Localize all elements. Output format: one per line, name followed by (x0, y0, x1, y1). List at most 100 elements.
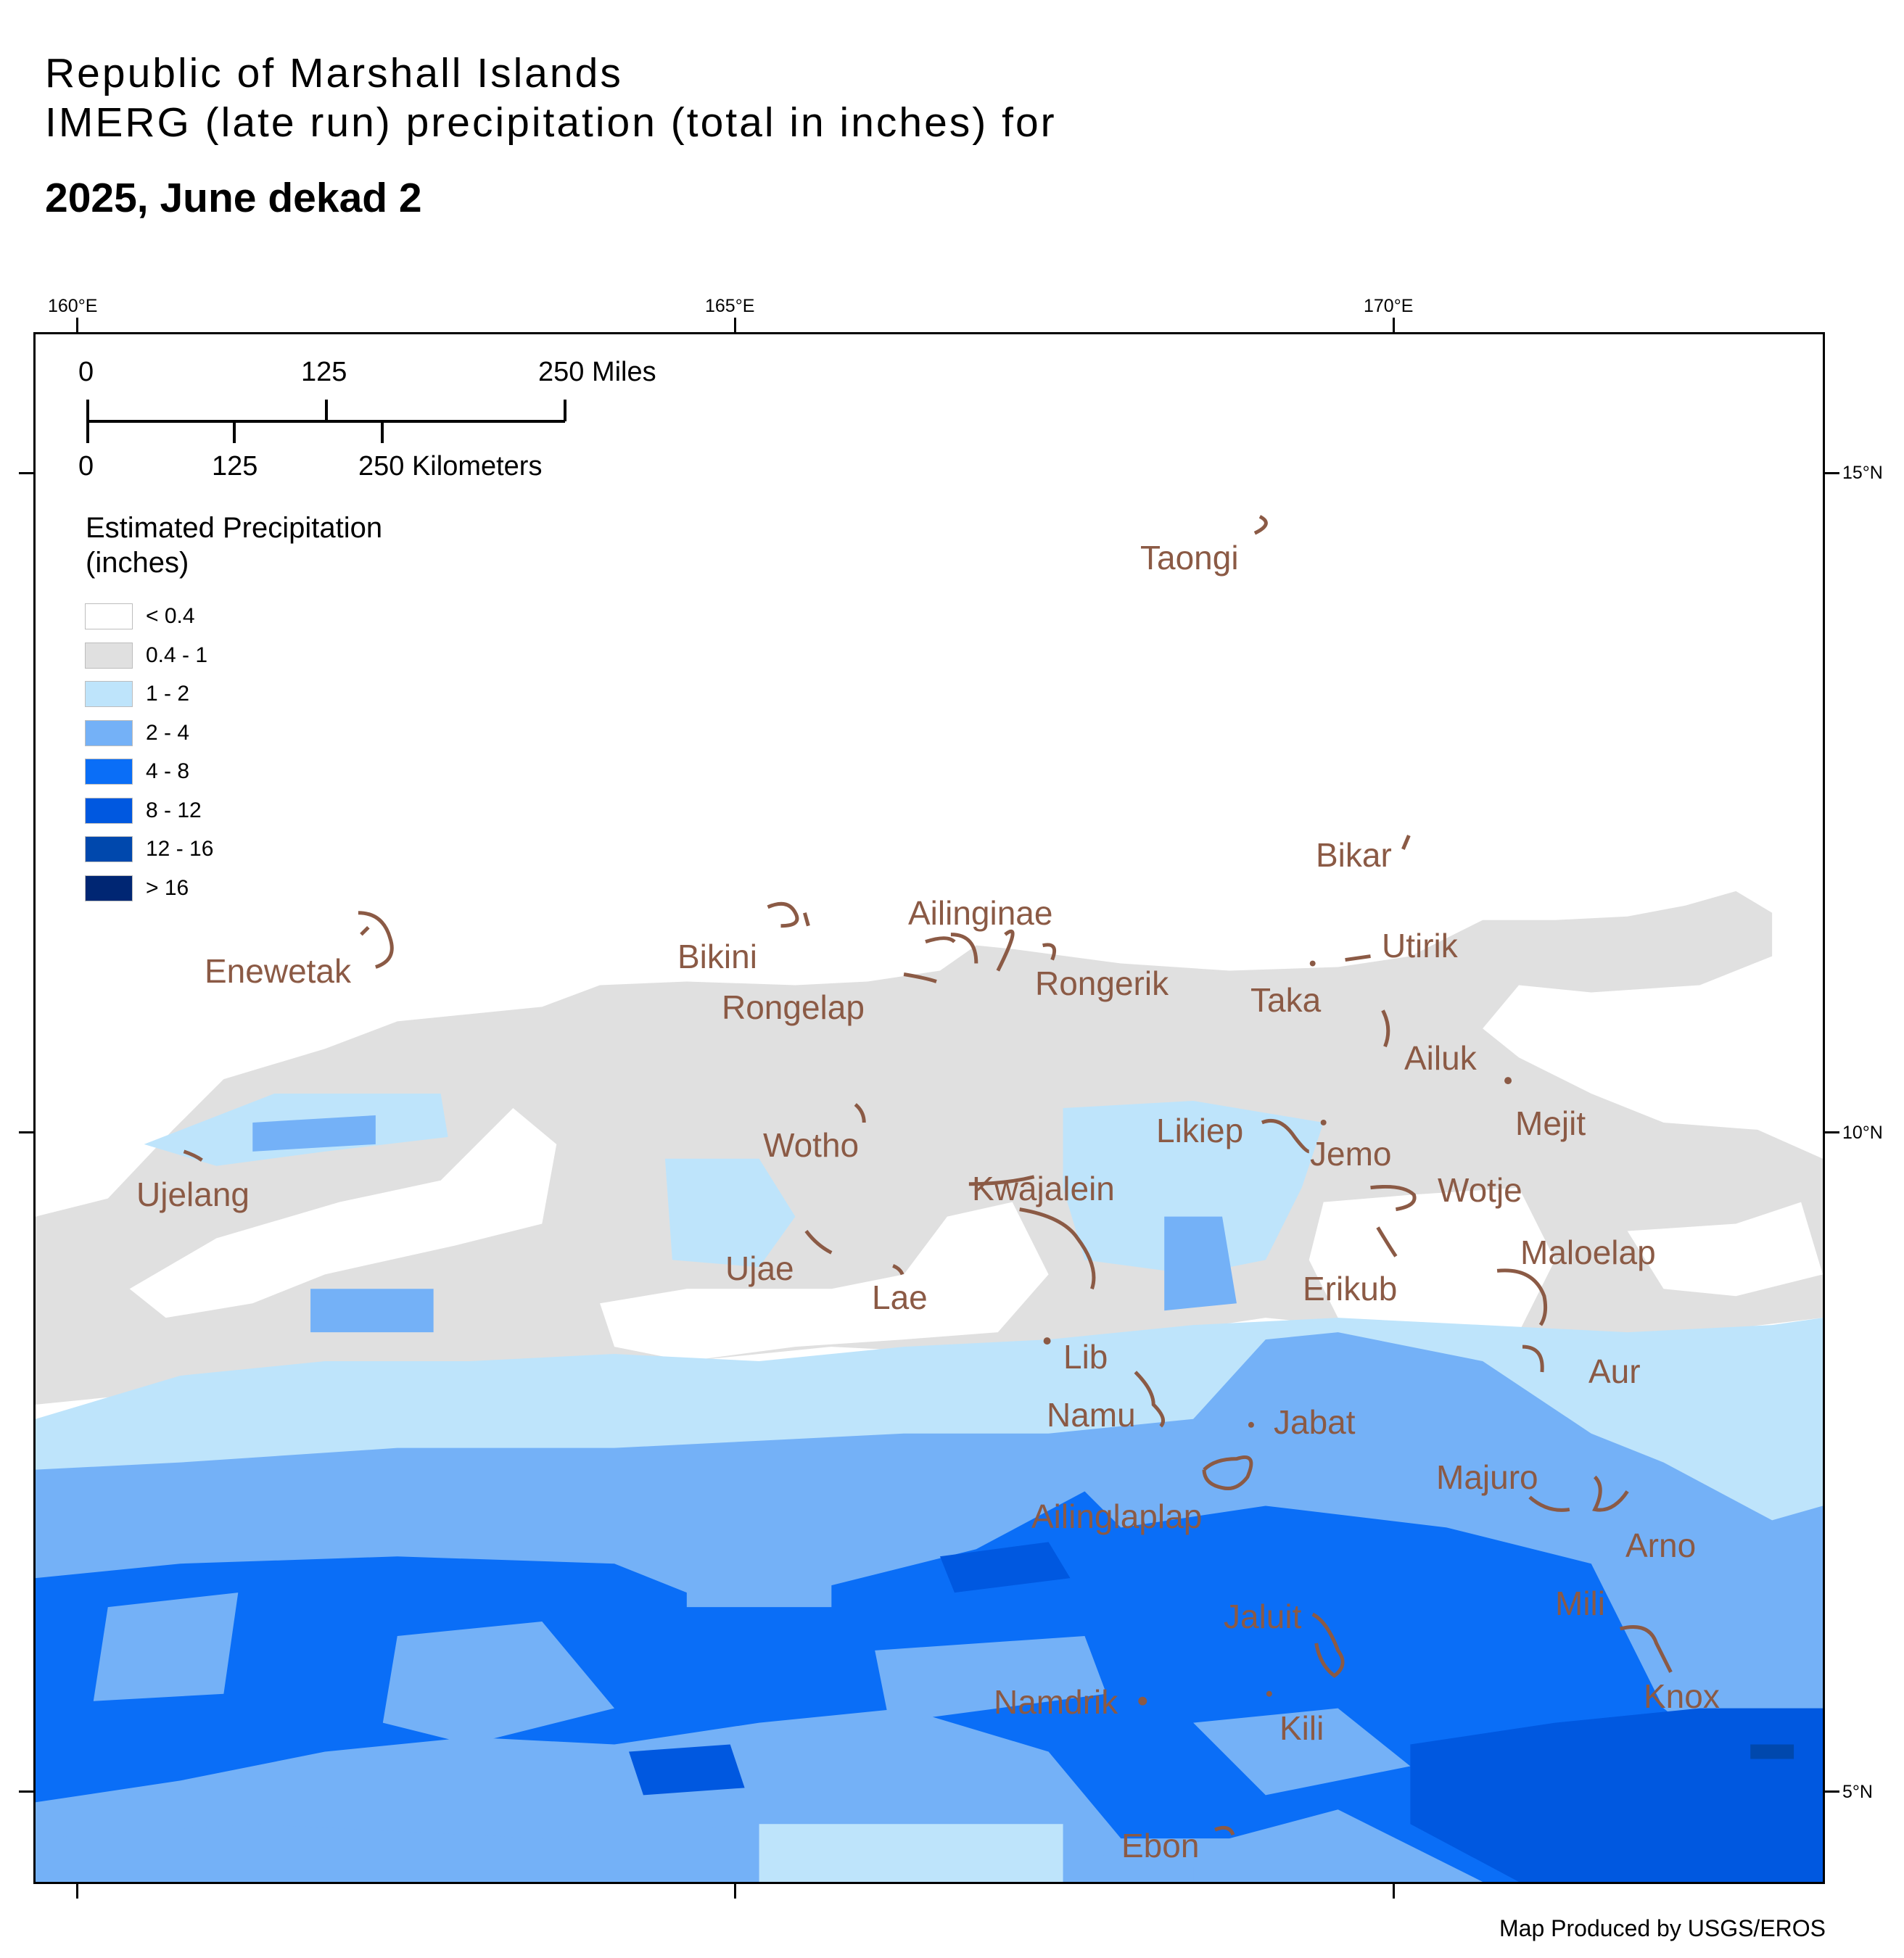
legend-label: 0.4 - 1 (146, 643, 208, 667)
lat-label-10: 10°N (1842, 1123, 1883, 1143)
precip-zone-2-to-4-small2 (310, 1289, 434, 1333)
precip-zone-8-to-12-southeast (1410, 1708, 1823, 1882)
legend-title-line1: Estimated Precipitation (86, 512, 383, 544)
legend-swatch (85, 642, 133, 669)
place-label-erikub: Erikub (1303, 1270, 1398, 1308)
precip-zone-1-to-2-bottom-strip (759, 1824, 1063, 1882)
place-label-ebon: Ebon (1121, 1827, 1200, 1864)
atoll-taongi (1253, 515, 1268, 535)
lat-tick-right-10 (1823, 1131, 1839, 1133)
place-label-rongerik: Rongerik (1035, 964, 1169, 1002)
place-label-lib: Lib (1063, 1338, 1108, 1376)
legend-title: Estimated Precipitation (inches) (86, 511, 382, 580)
precip-zone-lt-0-4-east (1309, 1187, 1555, 1340)
legend-item: 0.4 - 1 (85, 641, 207, 670)
atoll-jabat (1248, 1421, 1254, 1428)
atoll-rongerik (1042, 943, 1057, 961)
legend-title-line2: (inches) (86, 547, 189, 579)
legend-swatch (85, 875, 133, 901)
atoll-arno (1592, 1475, 1629, 1512)
place-label-kili: Kili (1279, 1709, 1324, 1747)
precip-zone-1-to-2-north (1063, 1101, 1324, 1275)
place-label-taongi: Taongi (1140, 539, 1239, 577)
atoll-wotho (854, 1103, 866, 1123)
atoll-ailinginae (925, 929, 1015, 972)
place-label-namu: Namu (1047, 1396, 1136, 1434)
atoll-ailuk (1381, 1009, 1390, 1048)
precip-zone-2-to-4-small1 (252, 1115, 376, 1152)
atoll-jaluit (1311, 1612, 1345, 1678)
scale-miles-125: 125 (301, 357, 347, 387)
legend-label: 4 - 8 (146, 759, 190, 783)
map-frame[interactable] (33, 332, 1825, 1884)
scale-km-125: 125 (212, 451, 258, 482)
atoll-maloelap (1496, 1268, 1548, 1326)
precip-zone-2-to-4-inset2 (382, 1622, 615, 1745)
place-label-kwajalein: Kwajalein (972, 1170, 1115, 1207)
precip-zone-lt-0-4-center (600, 1202, 1049, 1362)
legend-item: 2 - 4 (85, 719, 189, 748)
place-label-jemo: Jemo (1310, 1135, 1392, 1173)
atoll-bikini (767, 901, 810, 928)
legend-swatch (85, 759, 133, 785)
precip-zone-8-to-12-center (939, 1542, 1071, 1593)
lon-tick-top-165 (734, 318, 736, 334)
scale-km-0: 0 (78, 451, 94, 482)
atoll-namu (1134, 1371, 1165, 1428)
place-label-majuro: Majuro (1436, 1458, 1538, 1496)
precip-zone-lt-0-4-north-east (1627, 1202, 1823, 1297)
legend-item: 4 - 8 (85, 757, 189, 786)
atoll-rongelap (903, 972, 937, 983)
lon-tick-top-170 (1393, 318, 1395, 334)
atoll-outlines (183, 515, 1673, 1836)
legend-label: < 0.4 (146, 604, 195, 628)
place-label-rongelap: Rongelap (722, 988, 865, 1026)
precip-zone-8-to-12-west (629, 1744, 745, 1796)
place-label-utirik: Utirik (1382, 927, 1458, 964)
place-label-jabat: Jabat (1274, 1403, 1356, 1441)
atoll-ailinglaplap (1202, 1455, 1253, 1490)
precip-zone-2-to-4-inset5 (1193, 1708, 1411, 1796)
precip-zone-lt-0-4-west (129, 1108, 557, 1318)
precip-zone-12-to-16 (1750, 1744, 1794, 1759)
lon-tick-bottom-170 (1393, 1883, 1395, 1899)
precip-zone-1-to-2-mid (664, 1158, 796, 1268)
legend-item: 8 - 12 (85, 796, 202, 825)
legend-label: 2 - 4 (146, 720, 190, 745)
legend-item: 1 - 2 (85, 679, 189, 709)
lon-tick-bottom-165 (734, 1883, 736, 1899)
atoll-likiep (1261, 1118, 1310, 1154)
legend-swatch (85, 719, 133, 746)
scale-bar (86, 400, 566, 443)
atoll-namdrik (1138, 1696, 1147, 1706)
place-label-ailinglaplap: Ailinglaplap (1031, 1498, 1203, 1535)
place-label-ailuk: Ailuk (1404, 1039, 1477, 1077)
legend-label: 8 - 12 (146, 798, 202, 822)
atoll-kili (1266, 1690, 1272, 1697)
place-label-jaluit: Jaluit (1224, 1598, 1302, 1635)
place-label-bikini: Bikini (677, 938, 757, 975)
place-label-arno: Arno (1625, 1527, 1697, 1564)
legend-label: 1 - 2 (146, 682, 190, 706)
atoll-mejit (1504, 1077, 1512, 1085)
atoll-aur (1522, 1344, 1544, 1373)
legend-label: > 16 (146, 875, 189, 900)
lon-tick-top-160 (76, 318, 78, 334)
place-label-enewetak: Enewetak (205, 952, 352, 990)
atoll-ebon (1214, 1825, 1235, 1836)
place-label-wotho: Wotho (763, 1126, 860, 1164)
legend-swatch (85, 681, 133, 707)
atoll-enewetak (358, 911, 394, 969)
legend-swatch (85, 836, 133, 862)
map-title-line1: Republic of Marshall Islands (45, 50, 623, 96)
atoll-mili (1620, 1625, 1673, 1673)
atoll-kwajalein (968, 1175, 1096, 1290)
precip-zone-2-to-4-inset1 (93, 1593, 239, 1701)
place-label-bikar: Bikar (1316, 836, 1392, 874)
place-label-ujelang: Ujelang (136, 1176, 250, 1213)
lat-label-15: 15°N (1842, 463, 1883, 483)
legend-swatch (85, 797, 133, 824)
atoll-utirik (1345, 954, 1371, 962)
atoll-lae (892, 1264, 904, 1276)
scale-miles-0: 0 (78, 357, 94, 387)
